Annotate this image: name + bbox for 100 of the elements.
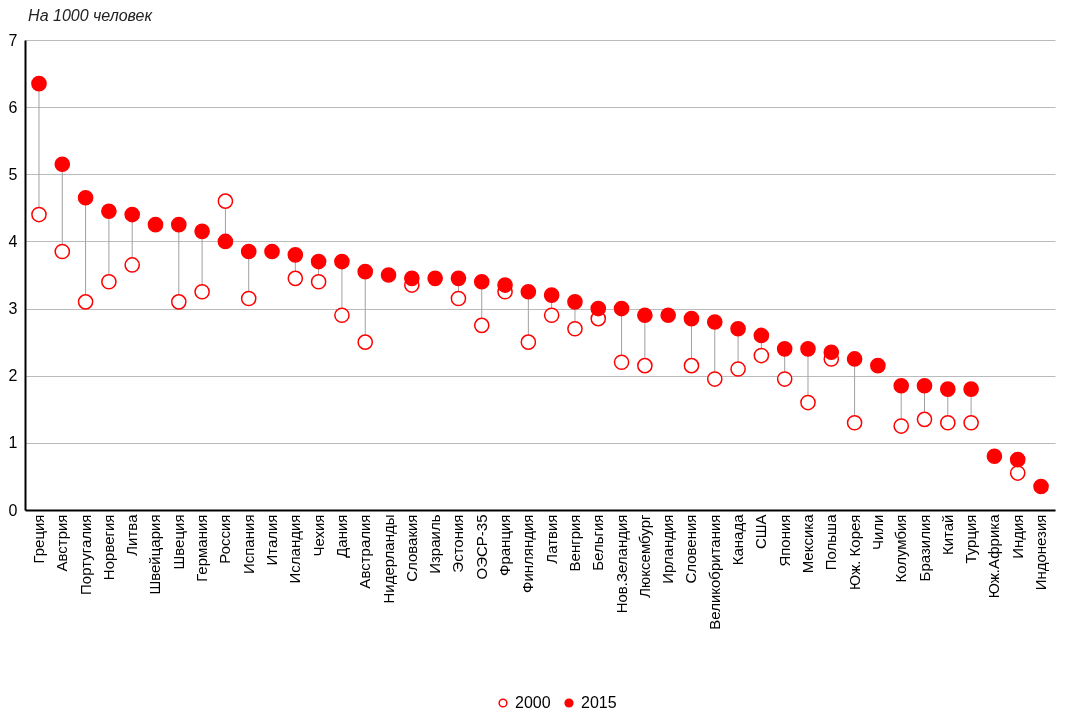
point [939, 414, 956, 431]
x-tick-label: Турция [962, 514, 980, 564]
point [870, 357, 886, 374]
point [170, 294, 187, 310]
x-tick-label: Италия [263, 514, 281, 566]
point [776, 371, 793, 387]
x-tick-label: Индонезия [1032, 514, 1050, 591]
x-tick-label: Швеция [169, 514, 187, 570]
x-tick-label: Канада [729, 513, 747, 566]
point [986, 448, 1003, 465]
x-tick-label: Юж. Корея [845, 514, 863, 590]
x-tick-label: Словения [682, 514, 700, 584]
x-tick-label: Австрия [53, 514, 71, 572]
point [310, 253, 327, 270]
y-tick-label: 6 [8, 98, 18, 116]
x-tick-label: Дания [332, 514, 350, 558]
point [660, 307, 676, 324]
x-tick-label: Венгрия [565, 514, 583, 572]
point [31, 75, 47, 92]
x-tick-label: Люксембург [635, 513, 653, 598]
point [893, 418, 910, 434]
legend-label: 2000 [515, 694, 551, 711]
x-tick-label: Польша [822, 513, 840, 571]
point [730, 361, 746, 377]
legend-label: 2015 [581, 694, 617, 711]
point [450, 290, 467, 307]
point [473, 273, 490, 290]
y-tick-label: 0 [8, 501, 18, 519]
x-tick-label: Нидерланды [379, 514, 397, 604]
x-tick-label: Индия [1008, 514, 1026, 559]
point [613, 300, 630, 317]
x-tick-label: Германия [193, 514, 211, 582]
x-tick-label: Греция [29, 514, 47, 564]
point [380, 267, 397, 283]
point [520, 283, 537, 300]
x-tick-label: Швейцария [146, 514, 164, 595]
point [31, 206, 47, 223]
point [473, 317, 490, 334]
point [497, 277, 513, 293]
point [753, 347, 770, 364]
x-tick-label: ОЭСР-35 [472, 514, 490, 580]
point [217, 193, 234, 209]
point [240, 243, 257, 260]
point [823, 344, 840, 361]
y-tick-label: 5 [8, 165, 18, 183]
x-tick-label: Бельгия [589, 514, 607, 571]
x-tick-label: Австралия [356, 514, 374, 589]
point [240, 290, 257, 307]
x-tick-label: Бразилия [915, 514, 933, 582]
point [287, 247, 304, 263]
point [567, 320, 583, 337]
point [1009, 465, 1026, 481]
x-tick-label: Эстония [449, 514, 467, 573]
x-tick-label: Латвия [542, 514, 560, 564]
point [310, 273, 327, 290]
x-tick-label: Израиль [426, 514, 444, 574]
x-tick-label: Литва [123, 513, 141, 556]
point [846, 414, 863, 431]
point [334, 253, 350, 270]
x-tick-label: Великобритания [705, 514, 723, 630]
point [124, 206, 141, 223]
point [543, 307, 560, 324]
point [846, 351, 863, 367]
point [404, 270, 420, 287]
x-tick-label: Португалия [76, 514, 94, 595]
point [683, 310, 700, 327]
point [613, 354, 630, 371]
point [753, 327, 770, 344]
point [124, 257, 141, 273]
x-tick-label: Чехия [309, 514, 327, 557]
point [916, 411, 933, 428]
point [54, 243, 71, 260]
point [287, 270, 304, 287]
point [357, 263, 374, 280]
x-tick-label: Словакия [402, 514, 420, 582]
point [916, 377, 933, 394]
x-tick-label: Исландия [286, 514, 304, 584]
chart-title: На 1000 человек [28, 7, 154, 24]
point [800, 394, 816, 411]
point [776, 341, 793, 357]
x-tick-label: США [752, 514, 770, 550]
y-tick-label: 2 [8, 367, 18, 385]
x-tick-label: Финляндия [519, 514, 537, 593]
point [706, 314, 723, 330]
point [590, 300, 607, 317]
x-tick-label: Япония [775, 514, 793, 567]
point [217, 233, 234, 250]
point [170, 216, 187, 233]
point [567, 294, 583, 310]
point [939, 381, 956, 397]
point [893, 377, 910, 394]
point [427, 270, 443, 287]
x-tick-label: Колумбия [892, 514, 910, 583]
point [1033, 478, 1049, 495]
x-tick-label: Китай [938, 514, 956, 556]
y-tick-label: 3 [8, 300, 18, 318]
point [963, 414, 979, 431]
point [101, 273, 117, 290]
y-tick-label: 7 [8, 31, 18, 49]
point [334, 307, 350, 324]
